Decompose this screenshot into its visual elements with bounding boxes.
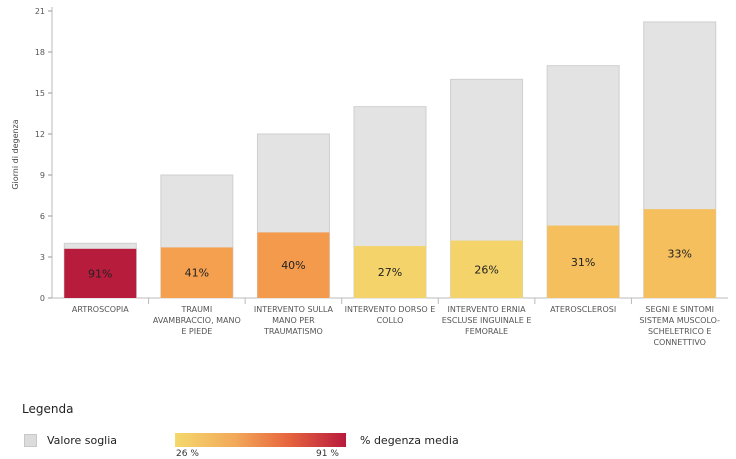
degenza-bar — [160, 247, 233, 298]
x-category-label: SCHELETRICO E — [648, 327, 712, 336]
bar-value-label: 40% — [281, 259, 305, 272]
x-category-label: ATEROSCLEROSI — [550, 305, 616, 314]
degenza-bar — [354, 246, 426, 298]
legend-gradient-max: 91 % — [316, 449, 339, 459]
degenza-bar — [450, 240, 523, 298]
y-tick-label: 21 — [35, 7, 45, 16]
bar-value-label: 91% — [88, 267, 112, 280]
legend-gradient-min: 26 % — [176, 449, 199, 459]
legend-degenza-label: % degenza media — [360, 434, 459, 447]
bar-chart: 0 3 6 9 12 15 18 21 Giorni di degenza 91% ARTROSCO… — [11, 7, 728, 347]
x-category-label: E PIEDE — [181, 327, 212, 336]
bar-value-label: 33% — [667, 248, 691, 261]
x-category-label: SEGNI E SINTOMI — [645, 305, 714, 314]
x-category-label: AVAMBRACCIO, MANO — [153, 316, 241, 325]
bar-value-label: 27% — [378, 266, 402, 279]
x-category-label: INTERVENTO ERNIA — [448, 305, 527, 314]
x-category-label: FEMORALE — [465, 327, 508, 336]
x-category-label: TRAUMATISMO — [263, 327, 323, 336]
bar-value-label: 41% — [185, 267, 209, 280]
x-category-label: ESCLUSE INGUINALE E — [442, 316, 532, 325]
y-tick-label: 0 — [40, 294, 45, 303]
y-tick-label: 9 — [40, 171, 45, 180]
y-tick-label: 12 — [35, 130, 45, 139]
degenza-bar — [547, 225, 620, 298]
x-category-label: INTERVENTO DORSO E — [345, 305, 436, 314]
bar-value-label: 26% — [474, 263, 498, 276]
x-category-label: CONNETTIVO — [653, 338, 706, 347]
y-tick-label: 15 — [35, 89, 45, 98]
legend-title: Legenda — [22, 402, 74, 416]
x-category-label: MANO PER — [272, 316, 315, 325]
legend-threshold-swatch — [24, 434, 37, 447]
bar-value-label: 31% — [571, 256, 595, 269]
y-tick-label: 6 — [40, 212, 45, 221]
degenza-bar — [643, 209, 716, 298]
x-category-label: SISTEMA MUSCOLO- — [639, 316, 720, 325]
legend-color-gradient — [175, 433, 346, 447]
y-axis-label: Giorni di degenza — [11, 119, 20, 189]
x-category-label: ARTROSCOPIA — [72, 305, 129, 314]
x-category-label: TRAUMI — [180, 305, 212, 314]
degenza-bar — [257, 232, 330, 298]
degenza-bar — [64, 248, 137, 298]
y-tick-label: 3 — [40, 253, 45, 262]
x-category-label: INTERVENTO SULLA — [254, 305, 334, 314]
x-category-label: COLLO — [377, 316, 404, 325]
y-tick-label: 18 — [35, 48, 45, 57]
legend-threshold-label: Valore soglia — [47, 434, 118, 447]
